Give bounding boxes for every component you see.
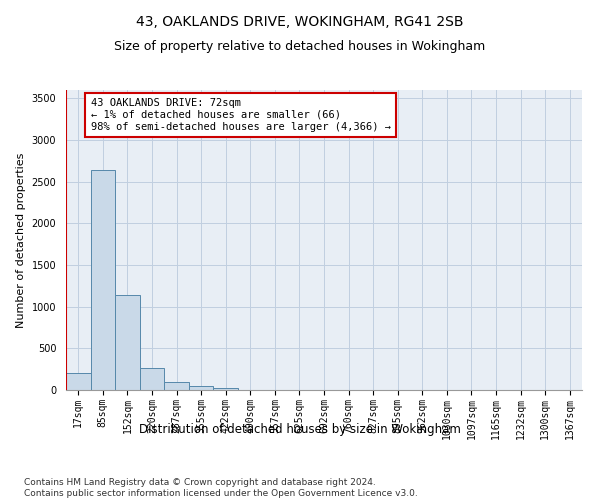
- Bar: [91, 170, 115, 390]
- Text: Contains HM Land Registry data © Crown copyright and database right 2024.
Contai: Contains HM Land Registry data © Crown c…: [24, 478, 418, 498]
- Text: 43, OAKLANDS DRIVE, WOKINGHAM, RG41 2SB: 43, OAKLANDS DRIVE, WOKINGHAM, RG41 2SB: [136, 15, 464, 29]
- Bar: [164, 382, 189, 390]
- Text: Distribution of detached houses by size in Wokingham: Distribution of detached houses by size …: [139, 422, 461, 436]
- Text: 43 OAKLANDS DRIVE: 72sqm
← 1% of detached houses are smaller (66)
98% of semi-de: 43 OAKLANDS DRIVE: 72sqm ← 1% of detache…: [91, 98, 391, 132]
- Bar: [214, 388, 238, 390]
- Bar: [140, 368, 164, 390]
- Bar: [189, 386, 214, 390]
- Bar: [66, 374, 91, 390]
- Text: Size of property relative to detached houses in Wokingham: Size of property relative to detached ho…: [115, 40, 485, 53]
- Bar: [115, 295, 140, 390]
- Y-axis label: Number of detached properties: Number of detached properties: [16, 152, 26, 328]
